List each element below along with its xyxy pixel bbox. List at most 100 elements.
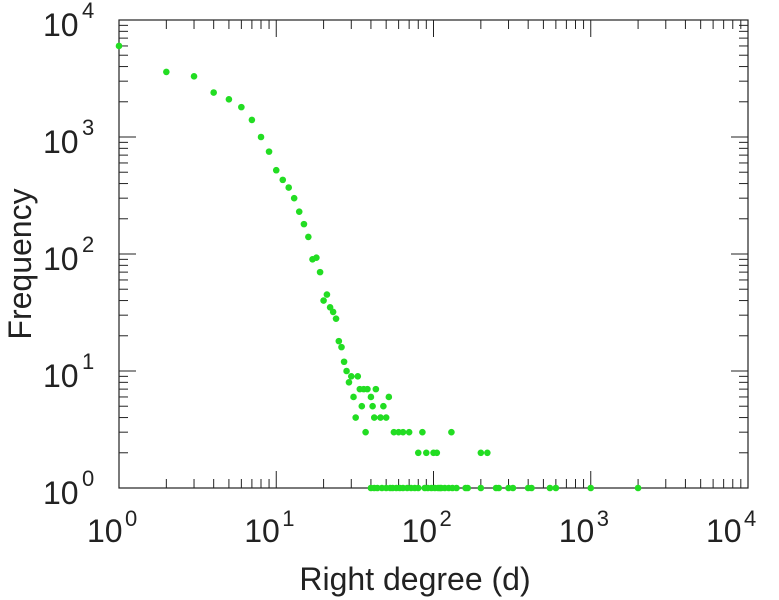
data-point	[495, 484, 503, 492]
data-point	[313, 254, 320, 261]
major-ticks	[118, 19, 749, 489]
data-point	[257, 133, 265, 141]
data-point	[290, 194, 298, 202]
data-point	[364, 385, 371, 393]
y-tick-label: 10 1	[43, 349, 94, 394]
data-point	[362, 428, 369, 436]
data-point	[477, 449, 485, 457]
data-point	[340, 358, 348, 366]
data-point	[210, 89, 217, 96]
data-point	[354, 373, 362, 380]
y-tick-base: 10	[43, 475, 79, 511]
x-tick-label: 10 1	[244, 506, 294, 549]
data-point	[323, 291, 331, 298]
data-point	[484, 449, 491, 457]
data-point	[552, 484, 560, 492]
data-point	[546, 484, 554, 492]
data-point	[453, 484, 460, 492]
data-point	[399, 428, 407, 436]
x-tick-base: 10	[706, 513, 742, 549]
data-point	[464, 484, 472, 492]
data-point	[320, 297, 327, 304]
data-point	[329, 308, 337, 316]
y-axis-label: Frequency	[2, 188, 38, 339]
data-point	[332, 315, 340, 322]
y-tick-label: 10 4	[43, 0, 94, 43]
data-point	[372, 385, 380, 393]
y-tick-base: 10	[43, 241, 79, 277]
data-point	[352, 414, 359, 421]
data-point	[477, 484, 485, 492]
data-point	[248, 116, 256, 124]
data-points	[115, 42, 642, 492]
data-point	[419, 428, 426, 436]
x-tick-label: 10 4	[706, 506, 756, 549]
data-point	[338, 343, 345, 351]
data-point	[380, 402, 387, 410]
data-point	[190, 73, 198, 80]
data-point	[285, 184, 293, 191]
x-axis-label: Right degree (d)	[299, 561, 530, 597]
y-tick-exponent: 3	[82, 115, 94, 140]
data-point	[433, 449, 441, 457]
x-tick-exponent: 3	[597, 506, 609, 531]
y-tick-label: 10 0	[43, 466, 94, 511]
data-point	[343, 367, 350, 375]
minor-ticks	[119, 20, 748, 488]
y-tick-label: 10 3	[43, 115, 94, 160]
x-tick-label: 10 3	[559, 506, 609, 549]
data-point	[265, 148, 273, 155]
data-point	[238, 103, 245, 111]
x-tick-label: 10 0	[87, 506, 137, 549]
x-tick-exponent: 1	[282, 506, 294, 531]
x-tick-base: 10	[244, 513, 280, 549]
data-point	[115, 42, 123, 50]
data-point	[358, 402, 366, 410]
data-point	[335, 337, 343, 345]
data-point	[347, 373, 355, 380]
data-point	[350, 393, 357, 401]
data-point	[382, 414, 390, 421]
data-point	[385, 393, 393, 401]
x-tick-base: 10	[87, 513, 123, 549]
y-tick-base: 10	[43, 358, 79, 394]
data-point	[225, 96, 233, 103]
y-tick-exponent: 1	[82, 349, 94, 374]
x-tick-exponent: 0	[125, 506, 137, 531]
data-point	[634, 484, 642, 492]
x-tick-exponent: 2	[440, 506, 452, 531]
data-point	[305, 233, 312, 241]
data-point	[528, 484, 535, 492]
data-point	[367, 393, 375, 401]
x-tick-base: 10	[402, 513, 438, 549]
data-point	[272, 166, 280, 174]
data-point	[423, 449, 430, 457]
data-point	[163, 68, 170, 76]
data-point	[316, 268, 324, 276]
data-point	[377, 414, 384, 421]
y-tick-base: 10	[43, 124, 79, 160]
data-point	[390, 428, 398, 436]
data-point	[509, 484, 517, 492]
x-tick-exponent: 4	[744, 506, 756, 531]
data-point	[405, 428, 413, 436]
data-point	[448, 428, 455, 436]
data-point	[374, 484, 381, 492]
y-tick-exponent: 0	[82, 466, 94, 491]
data-point	[587, 484, 595, 492]
x-tick-labels: 10 0 10 1 10 2 10 3 10 4	[87, 506, 756, 549]
data-point	[300, 220, 308, 228]
y-tick-base: 10	[43, 7, 79, 43]
data-point	[279, 176, 287, 184]
x-tick-base: 10	[559, 513, 595, 549]
y-tick-exponent: 2	[82, 232, 94, 257]
y-tick-exponent: 4	[82, 0, 94, 23]
x-tick-label: 10 2	[402, 506, 452, 549]
data-point	[369, 402, 376, 410]
y-tick-label: 10 2	[43, 232, 94, 277]
data-point	[295, 208, 303, 215]
data-point	[345, 379, 353, 386]
data-point	[370, 414, 378, 421]
